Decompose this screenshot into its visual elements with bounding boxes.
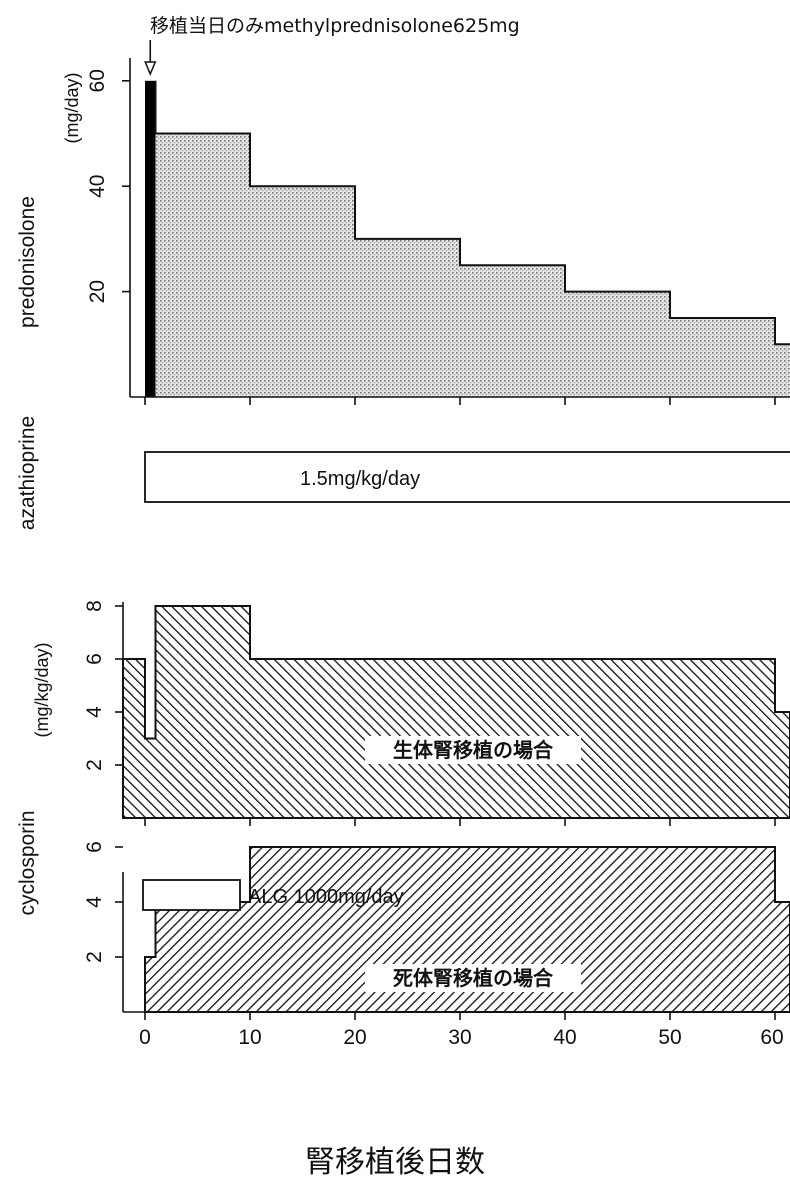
- cyclosporin-ylabel: cyclosporin: [16, 810, 39, 915]
- azathioprine-dose-bar: [144, 451, 790, 503]
- x-tick-label: 20: [343, 1026, 366, 1049]
- alg-legend-box: [142, 879, 241, 911]
- predonisolone-yunit: (mg/day): [62, 72, 82, 143]
- cadaveric-donor-title: 死体腎移植の場合: [393, 966, 554, 990]
- x-tick-label: 50: [658, 1026, 681, 1049]
- x-tick-label: 30: [448, 1026, 471, 1049]
- living-title-backdrop: [365, 736, 581, 764]
- cadaveric-dose-polygon: [144, 846, 790, 1013]
- arrow-head: [144, 61, 157, 76]
- living-donor-title: 生体腎移植の場合: [393, 738, 554, 762]
- predonisolone-step-line: [154, 80, 790, 346]
- azathioprine-ylabel: azathioprine: [16, 416, 39, 530]
- alg-legend-label: ALG 1000mg/day: [248, 886, 404, 908]
- living-y-tick-label: 4: [83, 706, 106, 718]
- living-donor-axes: 2 4 6 8: [83, 600, 790, 826]
- cadaveric-title-backdrop: [365, 964, 581, 992]
- x-tick-label: 60: [760, 1026, 783, 1049]
- living-donor-dose-area: [122, 605, 790, 819]
- methylprednisolone-dose-bar: [145, 80, 156, 398]
- cyclosporin-living-panel: 2 4 6 8 生体腎移植の場合 (mg/kg/day): [32, 600, 790, 826]
- methylprednisolone-bar: [145, 80, 156, 398]
- predonisolone-dose-line: [154, 80, 790, 346]
- cadaveric-donor-dose-area: [144, 846, 790, 1013]
- living-y-tick-label: 2: [83, 759, 106, 771]
- x-tick-label: 40: [553, 1026, 576, 1049]
- x-axis-title: 腎移植後日数: [305, 1145, 485, 1180]
- predonisolone-panel: 移植当日のみmethylprednisolone625mg 20 40 60 pre…: [16, 15, 790, 405]
- predonisolone-ylabel: predonisolone: [16, 196, 39, 328]
- annotation-arrow: [144, 40, 157, 76]
- methylprednisolone-annotation: 移植当日のみmethylprednisolone625mg: [150, 15, 520, 37]
- cadaveric-y-tick-label: 6: [83, 841, 106, 853]
- x-tick-label: 0: [139, 1026, 151, 1049]
- predonisolone-y-tick-label: 40: [86, 175, 109, 198]
- cadaveric-y-tick-label: 4: [83, 896, 106, 908]
- living-y-tick-label: 8: [83, 600, 106, 612]
- living-dose-polygon: [122, 605, 790, 819]
- azathioprine-panel: 1.5mg/kg/day azathioprine: [16, 416, 790, 530]
- azathioprine-dose-label: 1.5mg/kg/day: [300, 468, 420, 490]
- living-y-tick-label: 6: [83, 653, 106, 665]
- predonisolone-y-tick-label: 20: [86, 280, 109, 303]
- cyclosporin-yunit: (mg/kg/day): [32, 642, 52, 737]
- x-tick-label: 10: [238, 1026, 261, 1049]
- predonisolone-y-tick-label: 60: [86, 69, 109, 92]
- predonisolone-axes: 20 40 60: [86, 58, 790, 405]
- cadaveric-y-tick-label: 2: [83, 951, 106, 963]
